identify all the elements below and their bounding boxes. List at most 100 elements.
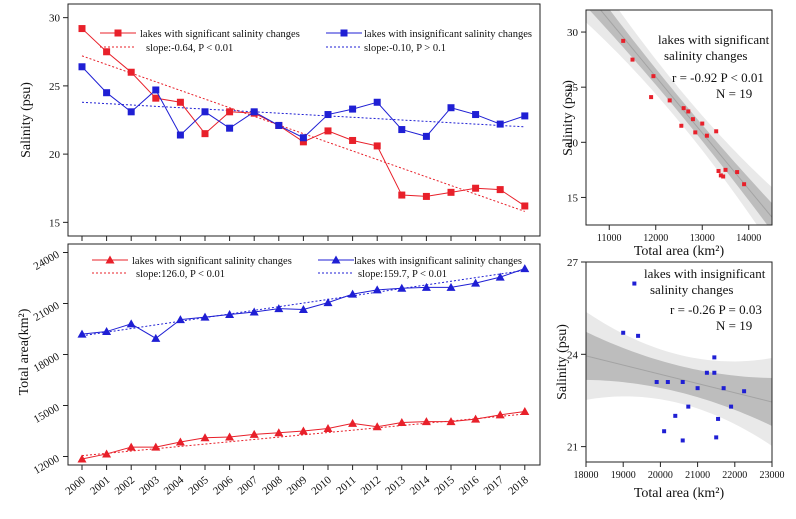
x-tick-label: 2006 xyxy=(211,474,236,498)
x-tick-label: 2018 xyxy=(506,474,531,498)
scatter-point xyxy=(714,129,719,134)
x-tick-label: 2011 xyxy=(334,474,358,497)
scatter-point xyxy=(712,355,717,360)
data-point-triangle xyxy=(471,414,481,423)
scatter-point xyxy=(742,389,747,394)
data-point-triangle xyxy=(175,437,185,446)
data-point-square xyxy=(422,132,430,140)
fit-line xyxy=(599,10,772,218)
scatter-point xyxy=(673,413,678,418)
data-point-triangle xyxy=(225,310,235,319)
data-point-square xyxy=(324,127,332,135)
panel-title-line-2: salinity changes xyxy=(650,282,733,297)
scatter-point xyxy=(621,330,626,335)
scatter-point xyxy=(712,370,717,375)
data-point-square xyxy=(398,126,406,134)
y-axis: 12000 15000 18000 21000 24000 xyxy=(32,248,68,477)
data-point-triangle xyxy=(200,312,210,321)
y-tick-label: 25 xyxy=(49,81,61,93)
plot-frame xyxy=(585,9,773,226)
fit-line xyxy=(81,101,525,128)
y-tick-label: 12000 xyxy=(32,452,62,476)
legend: lakes with significant salinity changes … xyxy=(92,255,522,280)
x-axis: 2000 2001 2002 2003 2004 2005 2006 2007 2008 2009… xyxy=(63,465,531,497)
data-point-square xyxy=(373,98,381,106)
data-point-triangle xyxy=(372,285,382,294)
fit-lines xyxy=(81,55,525,212)
data-point-square xyxy=(299,138,307,146)
x-tick-label: 13000 xyxy=(690,233,715,244)
x-tick-label: 20000 xyxy=(648,470,673,481)
data-point-square xyxy=(472,111,480,119)
x-tick-label: 2007 xyxy=(236,474,261,498)
data-point-square xyxy=(201,130,209,138)
data-point-square xyxy=(250,108,258,116)
fit-line xyxy=(81,269,525,337)
scatter-point xyxy=(693,130,698,135)
data-point-triangle xyxy=(421,282,431,291)
x-tick-label: 2016 xyxy=(457,474,482,498)
y-tick-label: 20 xyxy=(49,149,61,161)
scatter-point xyxy=(714,435,719,440)
data-point-triangle xyxy=(298,426,308,435)
data-point-triangle xyxy=(151,333,161,342)
legend: lakes with significant salinity changes … xyxy=(100,29,532,54)
scatter-point xyxy=(716,416,721,421)
y-tick-label: 18000 xyxy=(32,350,62,374)
fit-line xyxy=(81,413,525,457)
x-axis-label: Total area (km²) xyxy=(634,244,725,259)
x-tick-label: 2013 xyxy=(383,474,408,498)
scatter-point xyxy=(649,95,654,100)
data-point-triangle xyxy=(397,283,407,292)
data-point-triangle xyxy=(102,327,112,336)
data-point-square xyxy=(201,108,209,116)
plot-frame xyxy=(67,3,541,237)
scatter-point xyxy=(721,174,726,179)
scatter-point xyxy=(667,98,672,103)
x-tick-label: 2015 xyxy=(432,474,457,498)
data-point-triangle xyxy=(274,304,284,313)
y-tick-label: 25 xyxy=(567,82,579,94)
plot-frame xyxy=(585,261,773,463)
data-point-triangle xyxy=(249,307,259,316)
data-point-square xyxy=(103,48,111,56)
data-point-triangle xyxy=(323,423,333,432)
scatter-point xyxy=(729,404,734,409)
x-tick-label: 2017 xyxy=(482,474,507,498)
scatter-point xyxy=(742,182,747,187)
data-point-square xyxy=(349,136,357,144)
x-tick-label: 11000 xyxy=(597,233,622,244)
x-axis: 11000 12000 13000 14000 xyxy=(597,225,761,244)
data-point-triangle xyxy=(175,315,185,324)
data-point-square xyxy=(127,108,135,116)
data-point-square xyxy=(127,68,135,76)
series-line xyxy=(81,410,525,460)
scatter-point xyxy=(654,380,659,384)
x-tick-label: 2012 xyxy=(359,474,384,497)
scatter-point xyxy=(686,404,691,409)
fit-line xyxy=(81,55,525,212)
legend-label: lakes with insignificant salinity change… xyxy=(354,256,522,267)
fit-line xyxy=(586,355,772,403)
x-tick-label: 18000 xyxy=(574,470,599,481)
x-tick-label: 2002 xyxy=(113,474,138,497)
stats-n: N = 19 xyxy=(716,318,752,333)
x-tick-label: 12000 xyxy=(643,233,668,244)
scatter-point xyxy=(723,167,728,172)
data-point-square xyxy=(398,191,406,199)
panel-title-line-2: salinity changes xyxy=(664,48,747,63)
y-tick-label: 15000 xyxy=(32,401,62,425)
scatter-point xyxy=(630,57,635,62)
scatter-point xyxy=(665,380,670,384)
scatter-point xyxy=(680,438,685,443)
y-tick-label: 24000 xyxy=(32,248,62,272)
data-point-triangle xyxy=(77,454,87,463)
data-point-triangle xyxy=(323,298,333,307)
data-point-triangle xyxy=(126,442,136,451)
y-tick-label: 21 xyxy=(567,442,578,454)
x-tick-label: 21000 xyxy=(685,470,710,481)
data-point-triangle xyxy=(200,433,210,442)
x-tick-label: 2010 xyxy=(309,474,334,498)
